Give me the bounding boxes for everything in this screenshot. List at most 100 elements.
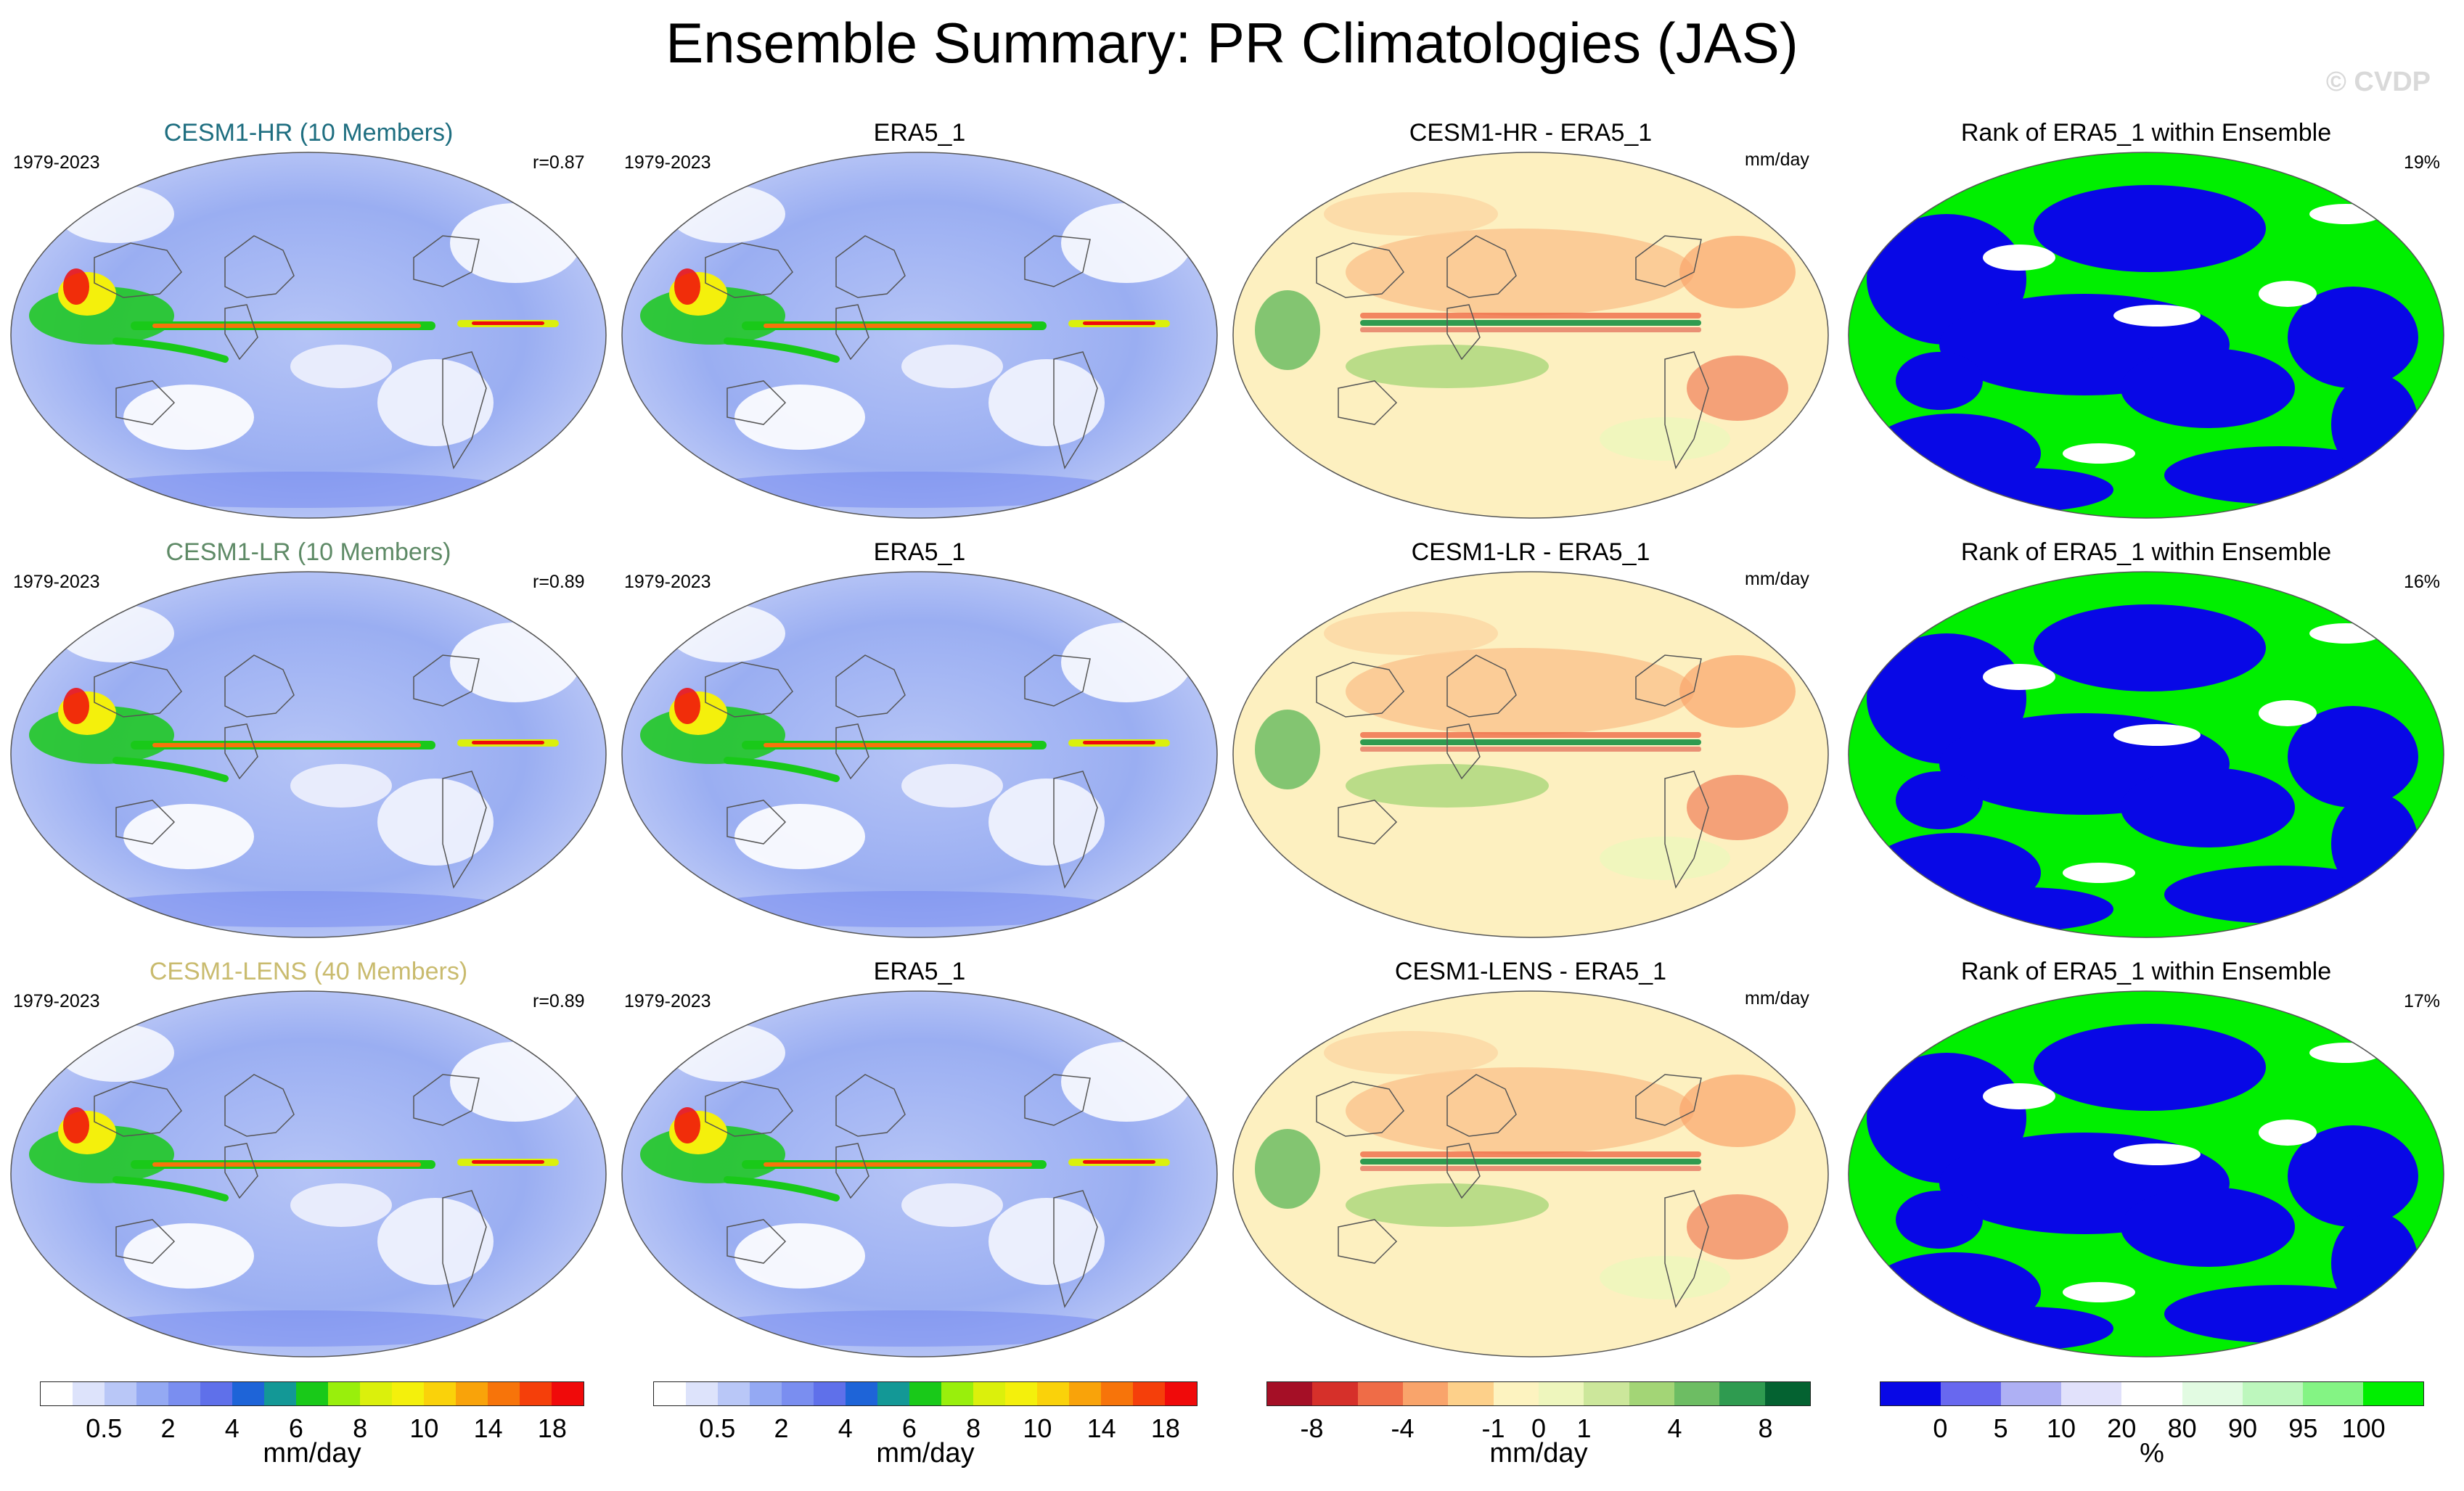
colorbar-tick-label: 2 (160, 1413, 176, 1443)
colorbar-swatch (1629, 1382, 1674, 1405)
colorbar-units-label: mm/day (876, 1438, 975, 1469)
colorbar-swatch (1493, 1382, 1539, 1405)
period-label: 1979-2023 (624, 991, 711, 1011)
obs-panel-title: ERA5_1 (873, 958, 966, 985)
colorbar-swatch (1312, 1382, 1358, 1405)
colorbar-tick-label: 18 (1150, 1413, 1180, 1443)
colorbar-tick-label: 14 (473, 1413, 503, 1443)
colorbar-tick-label: 10 (2046, 1413, 2076, 1443)
colorbar-tick-label: 8 (353, 1413, 368, 1443)
colorbar-swatch (296, 1382, 328, 1405)
colorbar-rank (1880, 1381, 2424, 1406)
rank-panel-title: Rank of ERA5_1 within Ensemble (1960, 119, 2332, 147)
colorbar-swatch (1069, 1382, 1101, 1405)
colorbar-precip (40, 1381, 584, 1406)
colorbar-swatch (1584, 1382, 1629, 1405)
colorbar-tick-label: 10 (409, 1413, 439, 1443)
colorbar-tick-label: -8 (1300, 1413, 1324, 1443)
colorbar-swatch (750, 1382, 782, 1405)
colorbar-tick-label: 95 (2288, 1413, 2318, 1443)
colorbar-swatch (2182, 1382, 2243, 1405)
correlation-label: r=0.87 (533, 152, 585, 173)
rank-panel-title: Rank of ERA5_1 within Ensemble (1960, 538, 2332, 566)
colorbar-tick-label: 4 (838, 1413, 853, 1443)
units-label: mm/day (1745, 569, 1809, 589)
colorbar-swatch (1101, 1382, 1133, 1405)
ensemble-panel-title: CESM1-LR (10 Members) (165, 538, 451, 566)
colorbar-tick-label: 20 (2107, 1413, 2137, 1443)
colorbar-tick-label: 100 (2341, 1413, 2386, 1443)
colorbar-tick-label: 18 (537, 1413, 567, 1443)
colorbar-swatch (1880, 1382, 1941, 1405)
colorbar-swatch (2121, 1382, 2182, 1405)
colorbar-swatch (552, 1382, 584, 1405)
colorbar-tick-label: 4 (1667, 1413, 1682, 1443)
colorbar-swatch (909, 1382, 941, 1405)
colorbar-swatch (1133, 1382, 1165, 1405)
units-label: mm/day (1745, 149, 1809, 170)
colorbar-tick-label: 6 (901, 1413, 917, 1443)
obs-panel-title: ERA5_1 (873, 538, 966, 566)
colorbar-tick-label: 8 (966, 1413, 981, 1443)
period-label: 1979-2023 (624, 152, 711, 173)
precip-map (10, 571, 607, 938)
colorbar-swatch (2242, 1382, 2303, 1405)
colorbar-swatch (686, 1382, 718, 1405)
colorbar-tick-label: 90 (2227, 1413, 2258, 1443)
percent-label: 19% (2404, 152, 2441, 173)
diff-map (1232, 990, 1829, 1357)
colorbar-precip (653, 1381, 1198, 1406)
colorbar-swatch (1674, 1382, 1720, 1405)
colorbar-swatch (73, 1382, 105, 1405)
colorbar-swatch (328, 1382, 360, 1405)
colorbar-diff (1266, 1381, 1811, 1406)
colorbar-swatch (782, 1382, 814, 1405)
colorbar-swatch (973, 1382, 1005, 1405)
precip-map (10, 152, 607, 519)
colorbar-tick-label: 2 (774, 1413, 789, 1443)
colorbar-swatch (41, 1382, 73, 1405)
units-label: mm/day (1745, 988, 1809, 1009)
colorbar-tick-label: 0.5 (699, 1413, 736, 1443)
colorbar-swatch (941, 1382, 973, 1405)
colorbar-swatch (1357, 1382, 1403, 1405)
colorbar-tick-label: 1 (1576, 1413, 1592, 1443)
period-label: 1979-2023 (13, 991, 100, 1011)
precip-map (621, 571, 1218, 938)
colorbar-swatch (1719, 1382, 1765, 1405)
colorbar-swatch (2362, 1382, 2423, 1405)
period-label: 1979-2023 (624, 572, 711, 592)
colorbar-swatch (1764, 1382, 1810, 1405)
colorbar-tick-label: 0 (1531, 1413, 1547, 1443)
colorbar-swatch (424, 1382, 456, 1405)
colorbar-tick-label: 4 (224, 1413, 240, 1443)
diff-panel-title: CESM1-HR - ERA5_1 (1409, 119, 1653, 147)
rank-map (1848, 990, 2444, 1357)
colorbar-swatch (456, 1382, 488, 1405)
colorbar-swatch (105, 1382, 136, 1405)
colorbar-swatch (1165, 1382, 1197, 1405)
ensemble-panel-title: CESM1-LENS (40 Members) (149, 958, 468, 985)
colorbar-swatch (718, 1382, 750, 1405)
colorbar-swatch (360, 1382, 392, 1405)
precip-map (621, 990, 1218, 1357)
precip-map (10, 990, 607, 1357)
rank-map (1848, 571, 2444, 938)
colorbar-swatch (1037, 1382, 1069, 1405)
obs-panel-title: ERA5_1 (873, 119, 966, 147)
colorbar-tick-label: 10 (1023, 1413, 1052, 1443)
colorbar-tick-label: 5 (1993, 1413, 2008, 1443)
colorbar-swatch (1005, 1382, 1037, 1405)
colorbar-swatch (264, 1382, 296, 1405)
colorbar-tick-label: 6 (288, 1413, 303, 1443)
colorbar-swatch (200, 1382, 232, 1405)
colorbar-swatch (1941, 1382, 2002, 1405)
colorbar-swatch (2001, 1382, 2062, 1405)
colorbar-swatch (654, 1382, 686, 1405)
diff-map (1232, 152, 1829, 519)
colorbar-swatch (168, 1382, 200, 1405)
colorbar-swatch (232, 1382, 264, 1405)
colorbar-swatch (520, 1382, 552, 1405)
colorbar-units-label: mm/day (1489, 1438, 1588, 1469)
colorbar-units-label: % (2140, 1438, 2164, 1469)
